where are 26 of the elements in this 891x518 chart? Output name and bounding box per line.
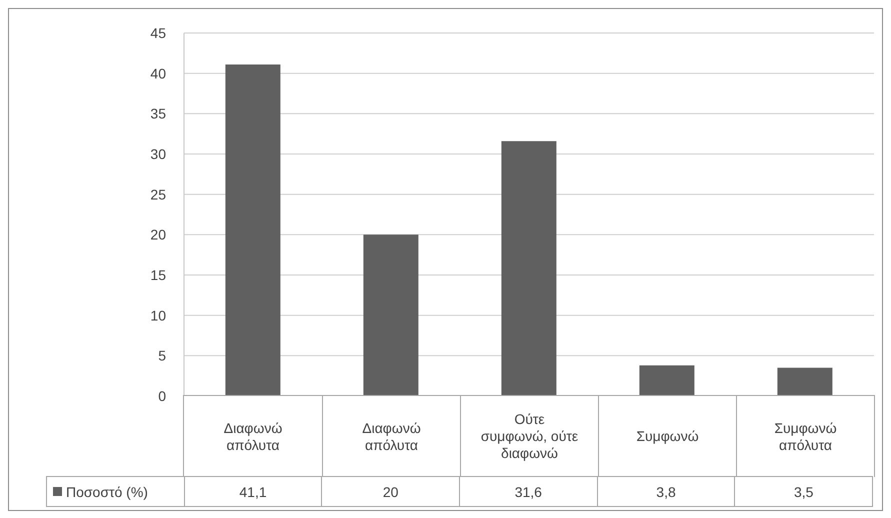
y-tick-label: 0 <box>158 388 166 404</box>
y-tick-label: 40 <box>150 65 166 82</box>
bar <box>639 365 694 396</box>
y-tick-label: 20 <box>150 226 166 243</box>
data-label: 31,6 <box>514 484 542 500</box>
data-label: 3,5 <box>794 484 814 500</box>
data-label: 41,1 <box>239 484 267 500</box>
bar <box>501 141 556 396</box>
y-tick-label: 35 <box>150 106 166 122</box>
x-tick-label: Ούτε συμφωνώ, ούτε διαφωνώ <box>480 411 578 461</box>
bar <box>777 368 832 396</box>
x-tick-label: Διαφωνώ απόλυτα <box>224 420 282 452</box>
legend-label: Ποσοστό (%) <box>66 484 148 500</box>
x-tick-label: Συμφωνώ <box>636 428 699 444</box>
x-tick-label: Συμφωνώ απόλυτα <box>774 420 837 452</box>
bar <box>363 234 418 396</box>
y-tick-label: 10 <box>150 307 166 324</box>
data-label: 20 <box>382 484 398 500</box>
y-tick-label: 30 <box>150 146 166 162</box>
x-tick-label: Διαφωνώ απόλυτα <box>362 420 421 452</box>
y-tick-label: 45 <box>150 24 166 41</box>
bar <box>225 64 280 396</box>
y-tick-label: 5 <box>158 348 166 364</box>
data-label: 3,8 <box>656 484 676 500</box>
y-tick-label: 25 <box>150 186 166 202</box>
y-tick-label: 15 <box>150 266 166 283</box>
